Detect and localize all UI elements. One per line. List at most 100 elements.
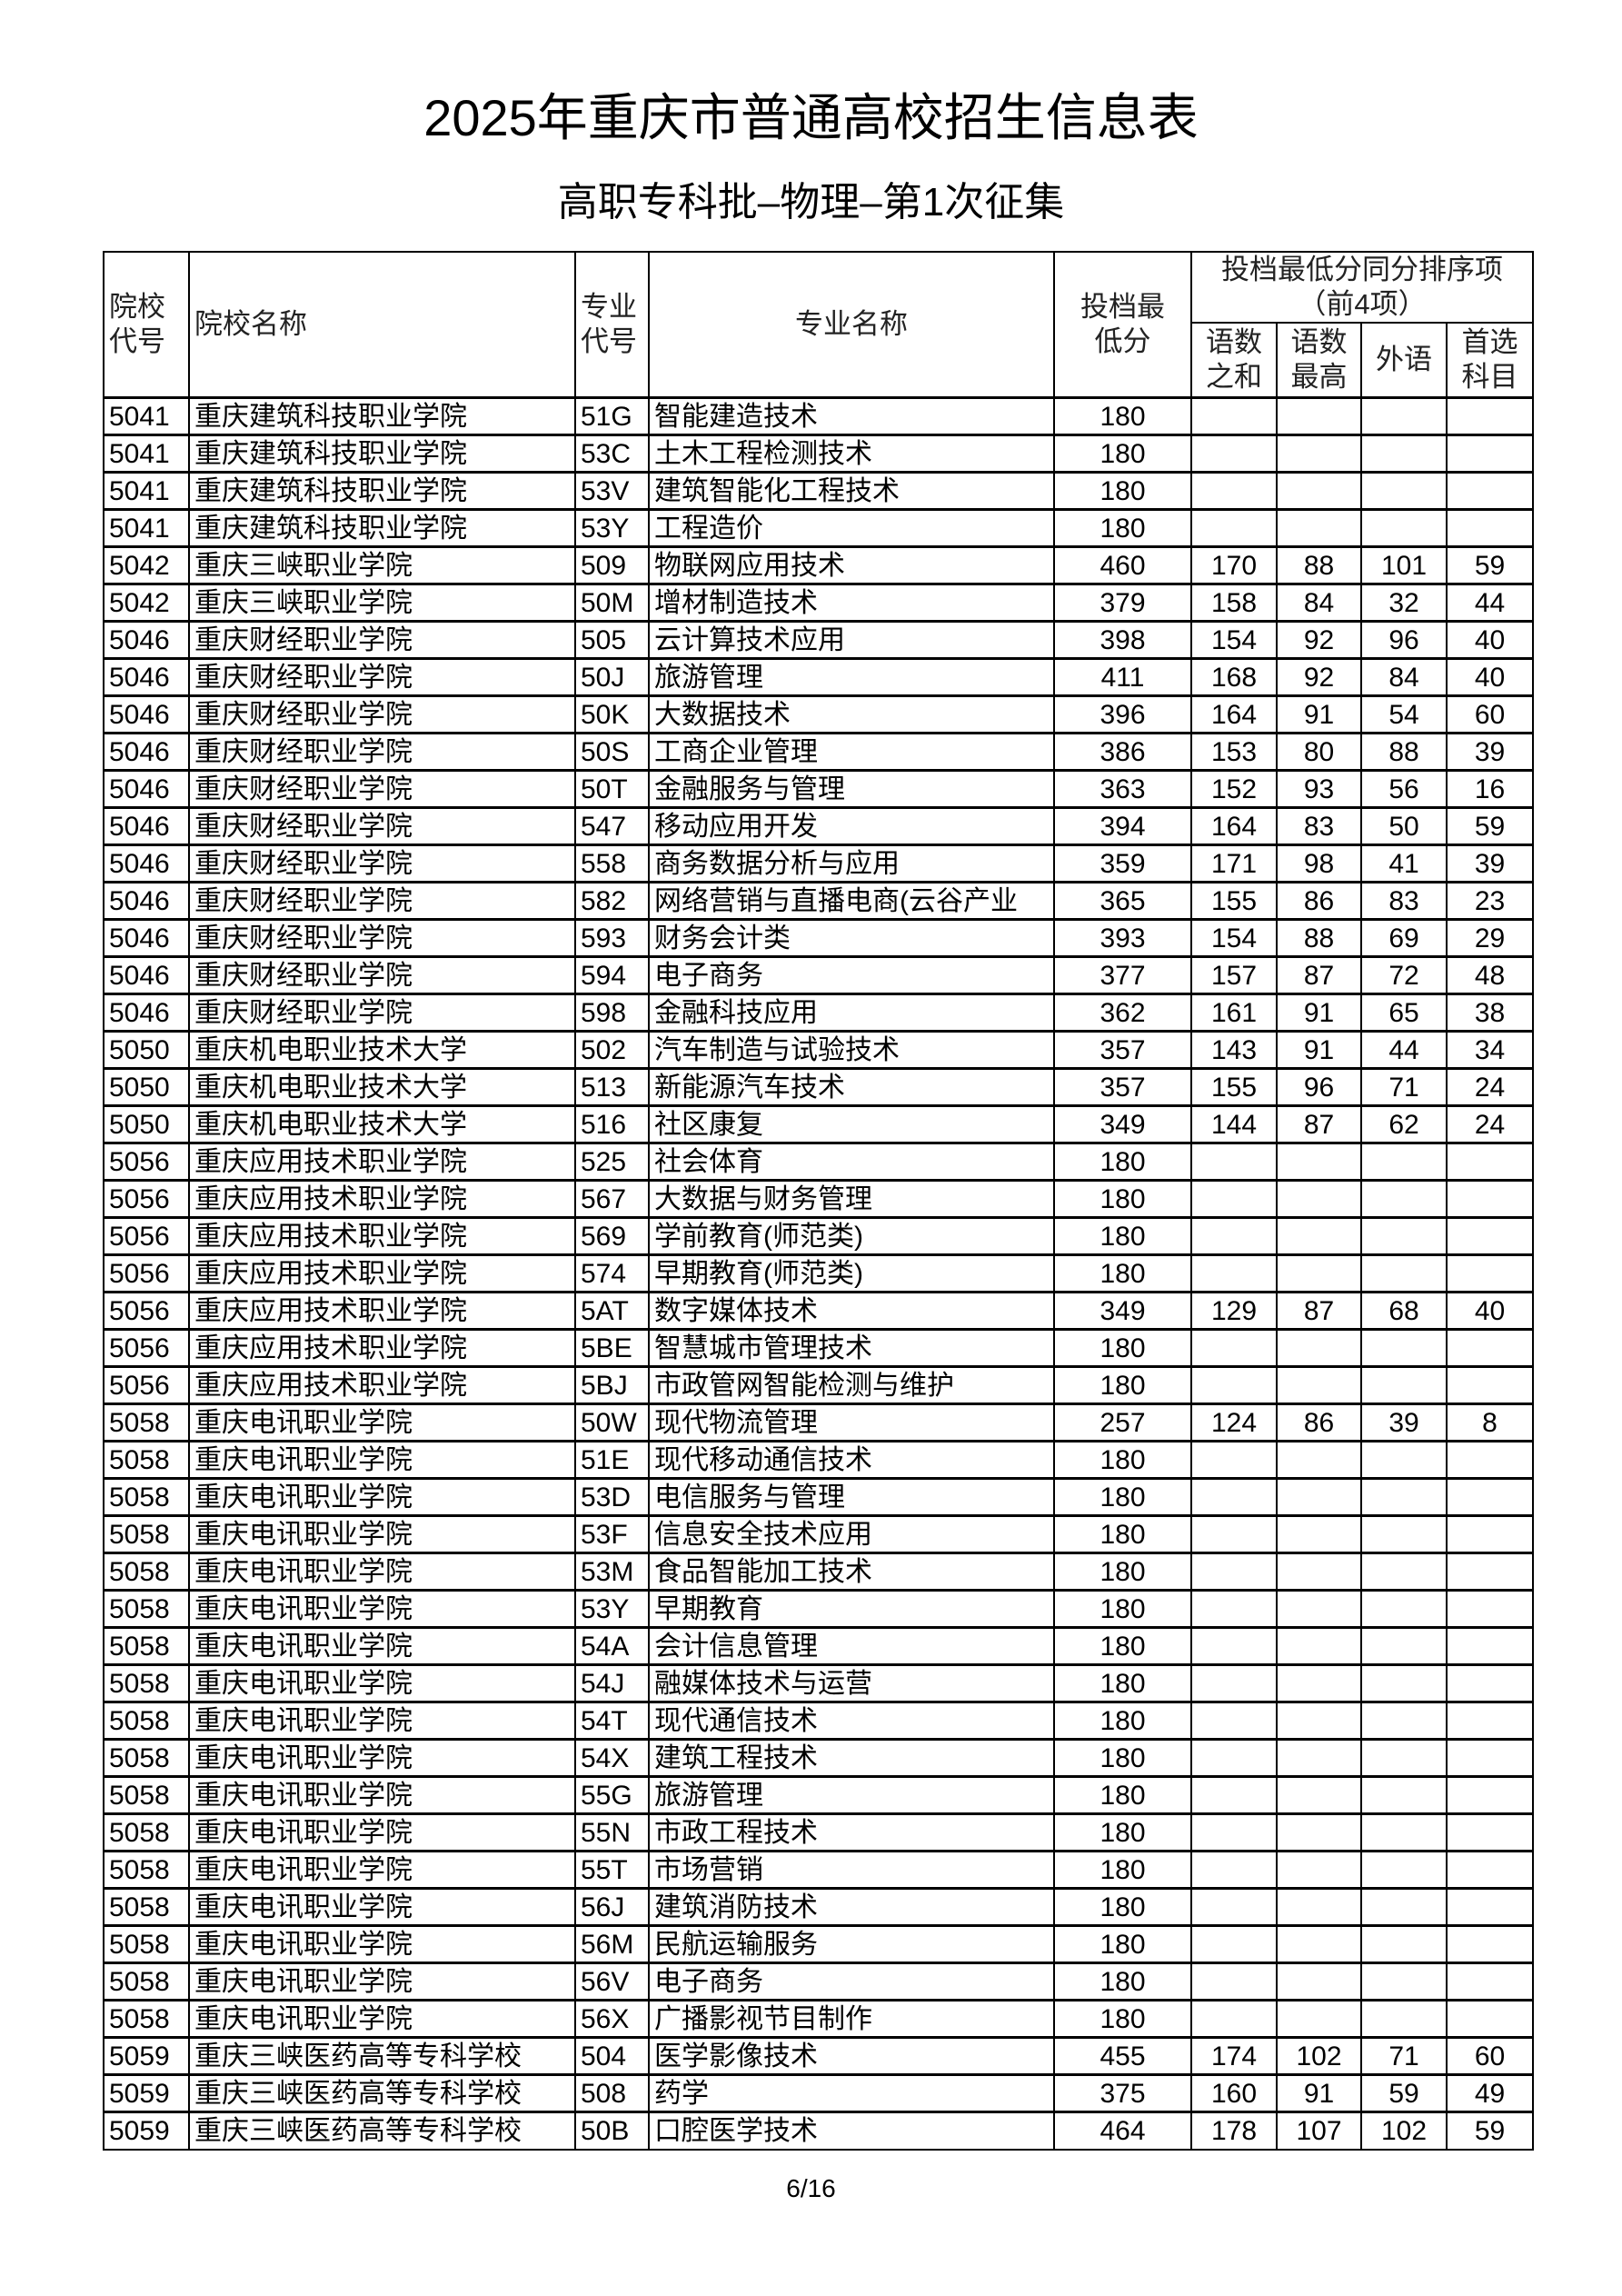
cell-min-score: 393 — [1053, 918, 1192, 958]
cell-tb4: 8 — [1446, 1403, 1534, 1442]
table-row: 5046 重庆财经职业学院 50S 工商企业管理 386 153 80 88 39 — [103, 732, 1534, 772]
cell-school-code: 5058 — [103, 1999, 190, 2039]
cell-school-name: 重庆财经职业学院 — [188, 657, 576, 697]
cell-major-code: 54T — [574, 1701, 650, 1741]
cell-school-name: 重庆建筑科技职业学院 — [188, 471, 576, 511]
cell-tb1 — [1190, 1701, 1278, 1741]
cell-major-code: 53M — [574, 1552, 650, 1592]
table-row: 5046 重庆财经职业学院 505 云计算技术应用 398 154 92 96 40 — [103, 620, 1534, 660]
cell-tb3 — [1360, 508, 1448, 548]
cell-tb3 — [1360, 1440, 1448, 1480]
cell-tb1 — [1190, 396, 1278, 436]
cell-min-score: 180 — [1053, 1253, 1192, 1293]
cell-tb2 — [1276, 1962, 1362, 2002]
cell-tb3 — [1360, 1850, 1448, 1890]
cell-tb2: 107 — [1276, 2111, 1362, 2151]
cell-tb1 — [1190, 1179, 1278, 1219]
cell-tb3 — [1360, 1775, 1448, 1815]
cell-min-score: 180 — [1053, 396, 1192, 436]
cell-major-name: 增材制造技术 — [648, 583, 1055, 623]
cell-tb2 — [1276, 1999, 1362, 2039]
cell-tb4 — [1446, 1514, 1534, 1554]
cell-tb3 — [1360, 1962, 1448, 2002]
cell-tb4: 44 — [1446, 583, 1534, 623]
cell-school-code: 5058 — [103, 1812, 190, 1852]
header-tb3: 外语 — [1360, 322, 1448, 399]
cell-tb2: 91 — [1276, 694, 1362, 734]
cell-school-name: 重庆应用技术职业学院 — [188, 1179, 576, 1219]
cell-tb1 — [1190, 434, 1278, 474]
table-row: 5042 重庆三峡职业学院 509 物联网应用技术 460 170 88 101 59 — [103, 545, 1534, 585]
cell-min-score: 362 — [1053, 993, 1192, 1033]
cell-min-score: 464 — [1053, 2111, 1192, 2151]
cell-school-code: 5058 — [103, 1626, 190, 1666]
cell-min-score: 180 — [1053, 1589, 1192, 1629]
cell-tb1 — [1190, 1216, 1278, 1256]
cell-min-score: 379 — [1053, 583, 1192, 623]
cell-major-name: 金融服务与管理 — [648, 769, 1055, 809]
table-row: 5056 重庆应用技术职业学院 574 早期教育(师范类) 180 — [103, 1253, 1534, 1293]
cell-school-name: 重庆建筑科技职业学院 — [188, 508, 576, 548]
cell-tb3: 102 — [1360, 2111, 1448, 2151]
cell-tb2: 87 — [1276, 955, 1362, 995]
header-school-name: 院校名称 — [188, 251, 576, 399]
cell-school-code: 5058 — [103, 1962, 190, 2002]
cell-tb3: 62 — [1360, 1104, 1448, 1144]
table-row: 5046 重庆财经职业学院 558 商务数据分析与应用 359 171 98 41 39 — [103, 844, 1534, 883]
cell-min-score: 180 — [1053, 1701, 1192, 1741]
cell-tb1 — [1190, 471, 1278, 511]
cell-major-name: 旅游管理 — [648, 1775, 1055, 1815]
cell-tb3: 83 — [1360, 881, 1448, 921]
cell-tb2: 92 — [1276, 657, 1362, 697]
cell-school-name: 重庆应用技术职业学院 — [188, 1142, 576, 1182]
cell-tb4 — [1446, 1142, 1534, 1182]
cell-school-name: 重庆电讯职业学院 — [188, 1812, 576, 1852]
cell-school-name: 重庆应用技术职业学院 — [188, 1253, 576, 1293]
cell-tb1: 174 — [1190, 2036, 1278, 2076]
table-row: 5058 重庆电讯职业学院 50W 现代物流管理 257 124 86 39 8 — [103, 1403, 1534, 1442]
cell-major-code: 54J — [574, 1663, 650, 1703]
cell-school-name: 重庆机电职业技术大学 — [188, 1067, 576, 1107]
cell-tb3 — [1360, 1514, 1448, 1554]
cell-tb1 — [1190, 1142, 1278, 1182]
cell-major-name: 工程造价 — [648, 508, 1055, 548]
cell-major-name: 食品智能加工技术 — [648, 1552, 1055, 1592]
cell-school-name: 重庆应用技术职业学院 — [188, 1216, 576, 1256]
cell-school-code: 5046 — [103, 732, 190, 772]
cell-min-score: 257 — [1053, 1403, 1192, 1442]
cell-major-name: 社区康复 — [648, 1104, 1055, 1144]
header-min-score: 投档最低分 — [1053, 251, 1192, 399]
header-tb1: 语数之和 — [1190, 322, 1278, 399]
cell-tb2: 91 — [1276, 1030, 1362, 1070]
cell-tb4 — [1446, 1962, 1534, 2002]
cell-tb2 — [1276, 1775, 1362, 1815]
cell-tb3: 65 — [1360, 993, 1448, 1033]
table-row: 5058 重庆电讯职业学院 53Y 早期教育 180 — [103, 1589, 1534, 1629]
cell-tb3: 101 — [1360, 545, 1448, 585]
cell-school-name: 重庆电讯职业学院 — [188, 1999, 576, 2039]
cell-tb4: 40 — [1446, 620, 1534, 660]
cell-school-code: 5056 — [103, 1291, 190, 1331]
cell-major-code: 51E — [574, 1440, 650, 1480]
cell-tb2: 102 — [1276, 2036, 1362, 2076]
cell-major-code: 513 — [574, 1067, 650, 1107]
cell-major-code: 502 — [574, 1030, 650, 1070]
cell-major-code: 569 — [574, 1216, 650, 1256]
cell-major-code: 525 — [574, 1142, 650, 1182]
cell-major-name: 现代通信技术 — [648, 1701, 1055, 1741]
cell-major-name: 广播影视节目制作 — [648, 1999, 1055, 2039]
page-title: 2025年重庆市普通高校招生信息表 — [423, 89, 1199, 146]
cell-min-score: 180 — [1053, 434, 1192, 474]
table-row: 5041 重庆建筑科技职业学院 53Y 工程造价 180 — [103, 508, 1534, 548]
page-subtitle: 高职专科批–物理–第1次征集 — [557, 180, 1065, 225]
cell-tb1: 129 — [1190, 1291, 1278, 1331]
cell-major-name: 早期教育 — [648, 1589, 1055, 1629]
cell-school-name: 重庆电讯职业学院 — [188, 1552, 576, 1592]
cell-tb2 — [1276, 1552, 1362, 1592]
cell-major-name: 口腔医学技术 — [648, 2111, 1055, 2151]
cell-tb1: 157 — [1190, 955, 1278, 995]
cell-tb2: 87 — [1276, 1291, 1362, 1331]
cell-school-name: 重庆财经职业学院 — [188, 694, 576, 734]
cell-school-name: 重庆建筑科技职业学院 — [188, 434, 576, 474]
cell-tb3: 84 — [1360, 657, 1448, 697]
